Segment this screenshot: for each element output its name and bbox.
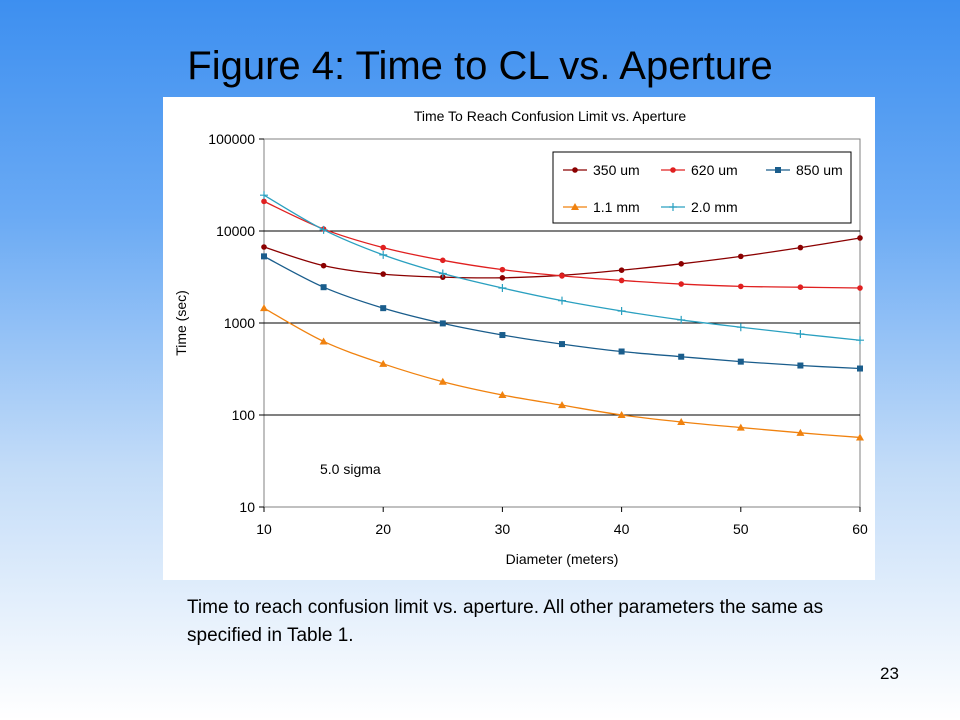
legend-entry: 350 um	[563, 162, 640, 178]
data-point	[261, 244, 267, 250]
x-tick-label: 50	[733, 521, 749, 537]
data-point	[678, 281, 684, 287]
data-point	[796, 329, 805, 338]
data-point	[319, 225, 328, 234]
annotation-sigma: 5.0 sigma	[320, 461, 381, 477]
data-point	[618, 267, 625, 273]
chart-title: Time To Reach Confusion Limit vs. Apertu…	[414, 108, 687, 124]
data-point	[677, 417, 686, 425]
data-point	[380, 244, 387, 251]
slide-title: Figure 4: Time to CL vs. Aperture	[187, 44, 773, 88]
data-point	[617, 411, 626, 418]
data-point	[618, 348, 625, 355]
legend-entry: 2.0 mm	[661, 199, 738, 215]
data-point	[618, 277, 625, 284]
data-point	[499, 266, 506, 273]
x-tick-label: 30	[495, 521, 511, 537]
data-point	[320, 284, 327, 291]
legend-entry: 620 um	[661, 162, 738, 178]
data-point	[857, 235, 863, 241]
data-point	[379, 250, 388, 259]
data-point	[797, 284, 804, 290]
data-point	[380, 271, 387, 277]
data-point	[736, 323, 745, 332]
data-point	[856, 336, 864, 345]
data-point	[260, 304, 268, 312]
data-point	[559, 341, 565, 348]
data-point	[320, 262, 327, 269]
data-point	[261, 253, 267, 260]
data-point	[736, 423, 745, 431]
y-tick-label: 100000	[208, 131, 255, 147]
y-tick-label: 1000	[224, 315, 255, 331]
legend-entry: 850 um	[766, 162, 843, 178]
legend-entry: 1.1 mm	[563, 199, 640, 215]
legend-marker	[571, 203, 579, 210]
legend-label: 2.0 mm	[691, 199, 738, 215]
x-tick-label: 60	[852, 521, 868, 537]
data-point	[796, 428, 805, 436]
legend-label: 850 um	[796, 162, 843, 178]
data-point	[738, 283, 744, 290]
series-1	[261, 198, 863, 291]
legend-marker	[775, 167, 781, 173]
data-point	[797, 244, 804, 251]
data-point	[319, 337, 328, 345]
data-point	[737, 358, 744, 365]
data-point	[558, 296, 566, 305]
series-2	[261, 253, 863, 372]
y-tick-label: 10000	[216, 223, 255, 239]
data-point	[439, 320, 446, 327]
y-axis-label: Time (sec)	[173, 290, 189, 356]
legend-box	[552, 151, 852, 224]
data-point	[797, 362, 804, 369]
y-tick-label: 10	[239, 499, 255, 515]
y-tick-label: 100	[232, 407, 256, 423]
legend-label: 620 um	[691, 162, 738, 178]
data-point	[856, 433, 864, 441]
data-point	[261, 198, 267, 205]
legend-label: 350 um	[593, 162, 640, 178]
data-point	[738, 253, 744, 260]
legend-marker	[669, 203, 677, 211]
x-tick-label: 20	[375, 521, 391, 537]
data-point	[438, 269, 447, 278]
legend-label: 1.1 mm	[593, 199, 640, 215]
data-point	[260, 191, 268, 200]
data-point	[498, 284, 507, 293]
legend-marker	[670, 167, 676, 173]
chart: Time To Reach Confusion Limit vs. Apertu…	[173, 108, 868, 567]
series-3	[260, 304, 864, 441]
data-point	[499, 332, 506, 339]
x-tick-label: 10	[256, 521, 272, 537]
x-axis-label: Diameter (meters)	[506, 551, 619, 567]
data-point	[677, 315, 686, 324]
data-point	[559, 273, 565, 279]
data-point	[857, 285, 863, 291]
data-point	[678, 261, 684, 267]
data-point	[678, 353, 685, 360]
page-number: 23	[880, 664, 899, 683]
data-point	[380, 305, 387, 312]
data-point	[617, 307, 626, 316]
data-point	[440, 257, 446, 264]
figure-caption: Time to reach confusion limit vs. apertu…	[187, 597, 824, 646]
data-point	[558, 401, 566, 409]
data-point	[438, 377, 447, 385]
legend-marker	[572, 167, 578, 173]
data-point	[379, 359, 388, 367]
x-tick-label: 40	[614, 521, 630, 537]
data-point	[498, 390, 507, 398]
legend: 350 um 620 um 850 um 1.1 mm 2.0 mm	[552, 151, 852, 224]
series-4	[260, 191, 864, 345]
data-point	[857, 365, 863, 372]
data-point	[499, 274, 506, 281]
